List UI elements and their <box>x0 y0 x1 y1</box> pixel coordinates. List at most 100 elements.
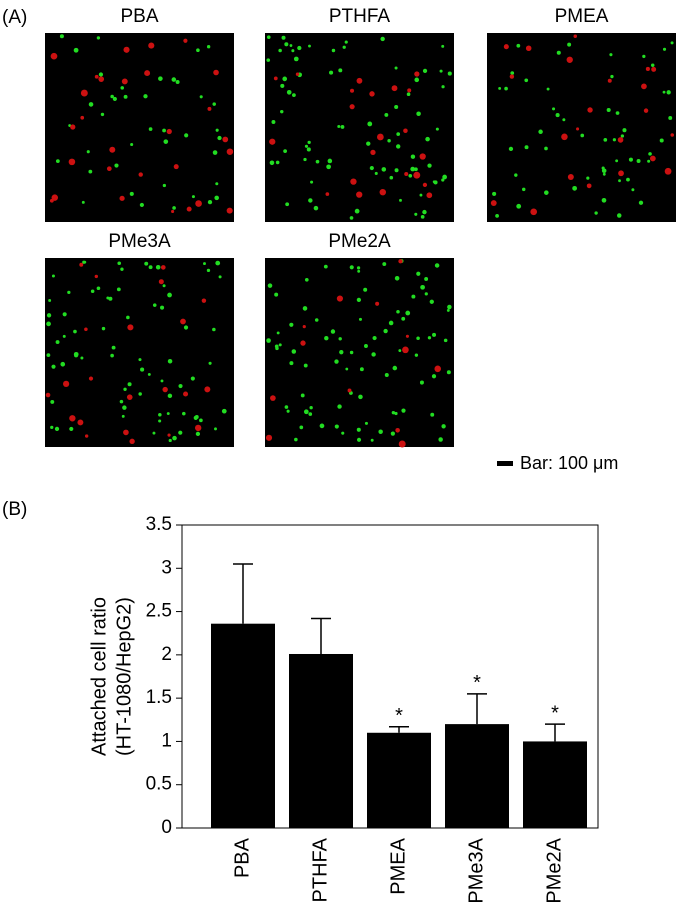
x-tick-label: PMe2A <box>543 837 565 903</box>
cell-dot <box>358 394 363 400</box>
cell-dot <box>338 68 343 73</box>
cell-dot <box>84 434 89 438</box>
cell-dot <box>524 78 529 83</box>
cell-dot <box>300 393 305 398</box>
cell-dot <box>431 374 437 379</box>
cell-dot <box>96 286 101 291</box>
cell-dot <box>121 78 128 85</box>
cell-dot <box>308 198 313 203</box>
cell-dot <box>567 42 572 47</box>
cell-dot <box>309 406 313 410</box>
cell-dot <box>286 409 290 413</box>
cell-dot <box>544 146 548 151</box>
cell-dot <box>167 292 172 298</box>
cell-dot <box>586 176 590 180</box>
cell-dot <box>96 36 101 40</box>
cell-dot <box>129 438 135 445</box>
cell-dot <box>308 412 313 416</box>
cell-dot <box>306 147 311 152</box>
cell-dot <box>206 45 211 49</box>
cell-dot <box>193 415 198 420</box>
scale-bar-label: Bar: 100 μm <box>520 453 618 473</box>
cell-dot <box>406 92 411 97</box>
cell-dot <box>172 435 177 441</box>
cell-dot <box>432 332 437 337</box>
cell-dot <box>155 264 161 270</box>
image-title: PMe3A <box>108 231 171 252</box>
cell-dot <box>77 419 84 426</box>
cell-dot <box>516 203 522 209</box>
cell-dot <box>402 346 409 354</box>
cell-dot <box>601 197 607 203</box>
cell-dot <box>414 71 420 77</box>
cell-dot <box>138 392 142 396</box>
micrograph <box>265 33 454 222</box>
cell-dot <box>334 424 339 429</box>
cell-dot <box>215 260 221 266</box>
cell-dot <box>269 160 275 166</box>
cell-dot <box>394 104 399 110</box>
cell-dot <box>384 373 389 378</box>
cell-dot <box>186 206 192 212</box>
cell-dot <box>413 171 421 179</box>
cell-dot <box>345 367 349 371</box>
image-title: PMe2A <box>328 231 391 252</box>
cell-dot <box>119 399 124 404</box>
cell-dot <box>443 338 448 343</box>
cell-dot <box>615 159 619 163</box>
cell-dot <box>212 102 216 106</box>
cell-dot <box>504 86 508 91</box>
cell-dot <box>572 185 578 191</box>
cell-dot <box>110 94 114 99</box>
cell-dot <box>73 329 77 334</box>
cell-dot <box>381 167 387 172</box>
cell-dot <box>204 386 211 393</box>
cell-dot <box>119 195 125 201</box>
cell-dot <box>69 415 76 422</box>
cell-dot <box>643 108 649 113</box>
cell-dot <box>81 200 85 204</box>
cell-dot <box>266 338 271 343</box>
cell-dot <box>376 133 384 141</box>
cell-dot <box>391 410 396 415</box>
cell-dot <box>83 260 87 264</box>
y-tick-label: 1.5 <box>146 687 172 708</box>
micrograph <box>487 33 676 222</box>
bar <box>211 623 275 828</box>
cell-dot <box>158 413 162 417</box>
cell-dot <box>350 178 357 185</box>
cell-dot <box>302 306 308 311</box>
cell-dot <box>111 345 116 350</box>
cell-dot <box>319 423 325 429</box>
cell-dot <box>69 426 74 431</box>
cell-dot <box>182 411 186 416</box>
cell-dot <box>411 294 416 299</box>
cell-dot <box>98 72 104 77</box>
cell-dot <box>645 66 650 72</box>
cell-dot <box>631 188 635 192</box>
cell-dot <box>435 127 439 131</box>
bar <box>367 732 431 828</box>
cell-dot <box>340 125 345 129</box>
cell-dot <box>114 163 119 168</box>
cell-dot <box>127 324 134 331</box>
cell-dot <box>123 46 130 53</box>
cell-dot <box>618 179 621 183</box>
cell-dot <box>167 433 171 437</box>
x-tick-label: PMEA <box>387 837 409 894</box>
cell-dot <box>45 392 51 398</box>
cell-dot <box>323 264 328 269</box>
cell-dot <box>203 262 206 266</box>
cell-dot <box>389 175 394 180</box>
cell-dot <box>369 91 375 97</box>
cell-dot <box>285 202 290 207</box>
cell-dot <box>364 421 368 425</box>
cell-dot <box>425 136 430 142</box>
cell-dot <box>121 414 125 418</box>
cell-dot <box>293 56 299 62</box>
cell-dot <box>424 277 429 281</box>
cell-dot <box>606 107 611 113</box>
cell-dot <box>126 394 133 400</box>
cell-dot <box>434 263 440 268</box>
cell-dot <box>390 431 395 436</box>
